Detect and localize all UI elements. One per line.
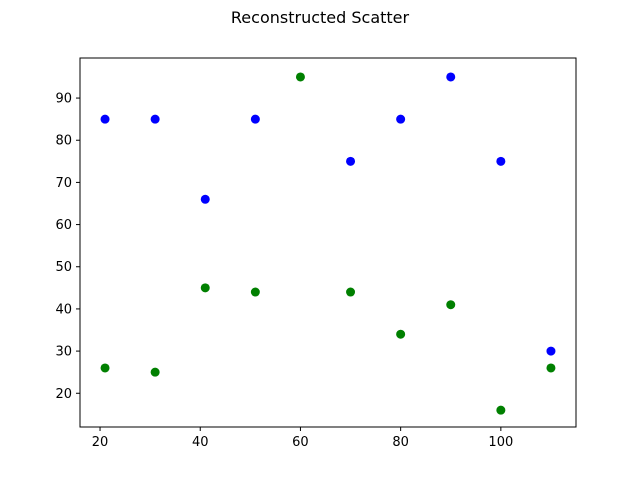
scatter-point-series-1 [446, 72, 456, 82]
x-tick-label: 100 [488, 435, 513, 450]
chart-title: Reconstructed Scatter [230, 8, 410, 27]
y-tick-label: 40 [55, 302, 72, 317]
scatter-point-series-2 [346, 287, 356, 297]
scatter-point-series-1 [100, 114, 110, 124]
scatter-point-series-2 [250, 287, 260, 297]
scatter-point-series-1 [200, 194, 210, 204]
y-axis: 20 30 40 50 60 70 80 90 [55, 92, 80, 402]
y-tick-label: 60 [55, 218, 72, 233]
y-tick-label: 70 [55, 176, 72, 191]
y-tick-label: 30 [55, 345, 72, 360]
y-tick-label: 90 [55, 92, 72, 107]
scatter-point-series-2 [496, 405, 506, 415]
scatter-point-series-2 [200, 283, 210, 293]
scatter-point-series-2 [100, 363, 110, 373]
scatter-point-series-2 [396, 329, 406, 339]
scatter-point-series-1 [496, 156, 506, 166]
x-tick-label: 60 [292, 435, 309, 450]
scatter-point-series-2 [150, 367, 160, 377]
scatter-point-series-1 [396, 114, 406, 124]
scatter-point-series-1 [546, 346, 556, 356]
x-tick-label: 40 [192, 435, 209, 450]
scatter-point-series-1 [150, 114, 160, 124]
scatter-point-series-2 [446, 300, 456, 310]
x-axis: 20 40 60 80 100 [92, 427, 513, 450]
plot-area-frame [79, 57, 577, 428]
y-tick-label: 20 [55, 387, 72, 402]
scatter-point-series-2 [546, 363, 556, 373]
scatter-point-series-1 [250, 114, 260, 124]
x-tick-label: 20 [92, 435, 109, 450]
y-tick-label: 50 [55, 260, 72, 275]
scatter-point-series-1 [346, 156, 356, 166]
y-tick-label: 80 [55, 134, 72, 149]
data-points [100, 72, 556, 415]
x-tick-label: 80 [392, 435, 409, 450]
scatter-point-series-2 [295, 72, 305, 82]
